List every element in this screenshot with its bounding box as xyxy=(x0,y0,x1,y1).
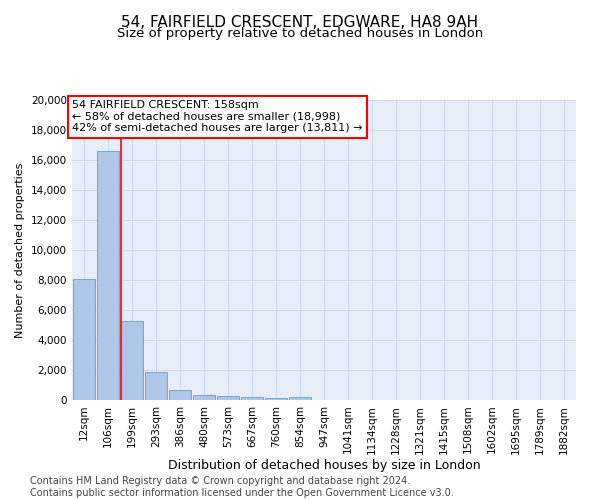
Y-axis label: Number of detached properties: Number of detached properties xyxy=(16,162,25,338)
Bar xyxy=(145,372,167,400)
Bar xyxy=(169,390,191,400)
Bar xyxy=(241,397,263,400)
Text: Contains HM Land Registry data © Crown copyright and database right 2024.
Contai: Contains HM Land Registry data © Crown c… xyxy=(30,476,454,498)
Bar xyxy=(121,320,143,400)
Bar xyxy=(193,395,215,400)
Bar xyxy=(289,397,311,400)
Bar xyxy=(265,398,287,400)
Bar xyxy=(217,396,239,400)
Text: Size of property relative to detached houses in London: Size of property relative to detached ho… xyxy=(117,28,483,40)
Bar xyxy=(73,278,95,400)
Bar xyxy=(97,151,119,400)
Text: 54 FAIRFIELD CRESCENT: 158sqm
← 58% of detached houses are smaller (18,998)
42% : 54 FAIRFIELD CRESCENT: 158sqm ← 58% of d… xyxy=(72,100,362,133)
Text: 54, FAIRFIELD CRESCENT, EDGWARE, HA8 9AH: 54, FAIRFIELD CRESCENT, EDGWARE, HA8 9AH xyxy=(121,15,479,30)
X-axis label: Distribution of detached houses by size in London: Distribution of detached houses by size … xyxy=(167,459,481,472)
